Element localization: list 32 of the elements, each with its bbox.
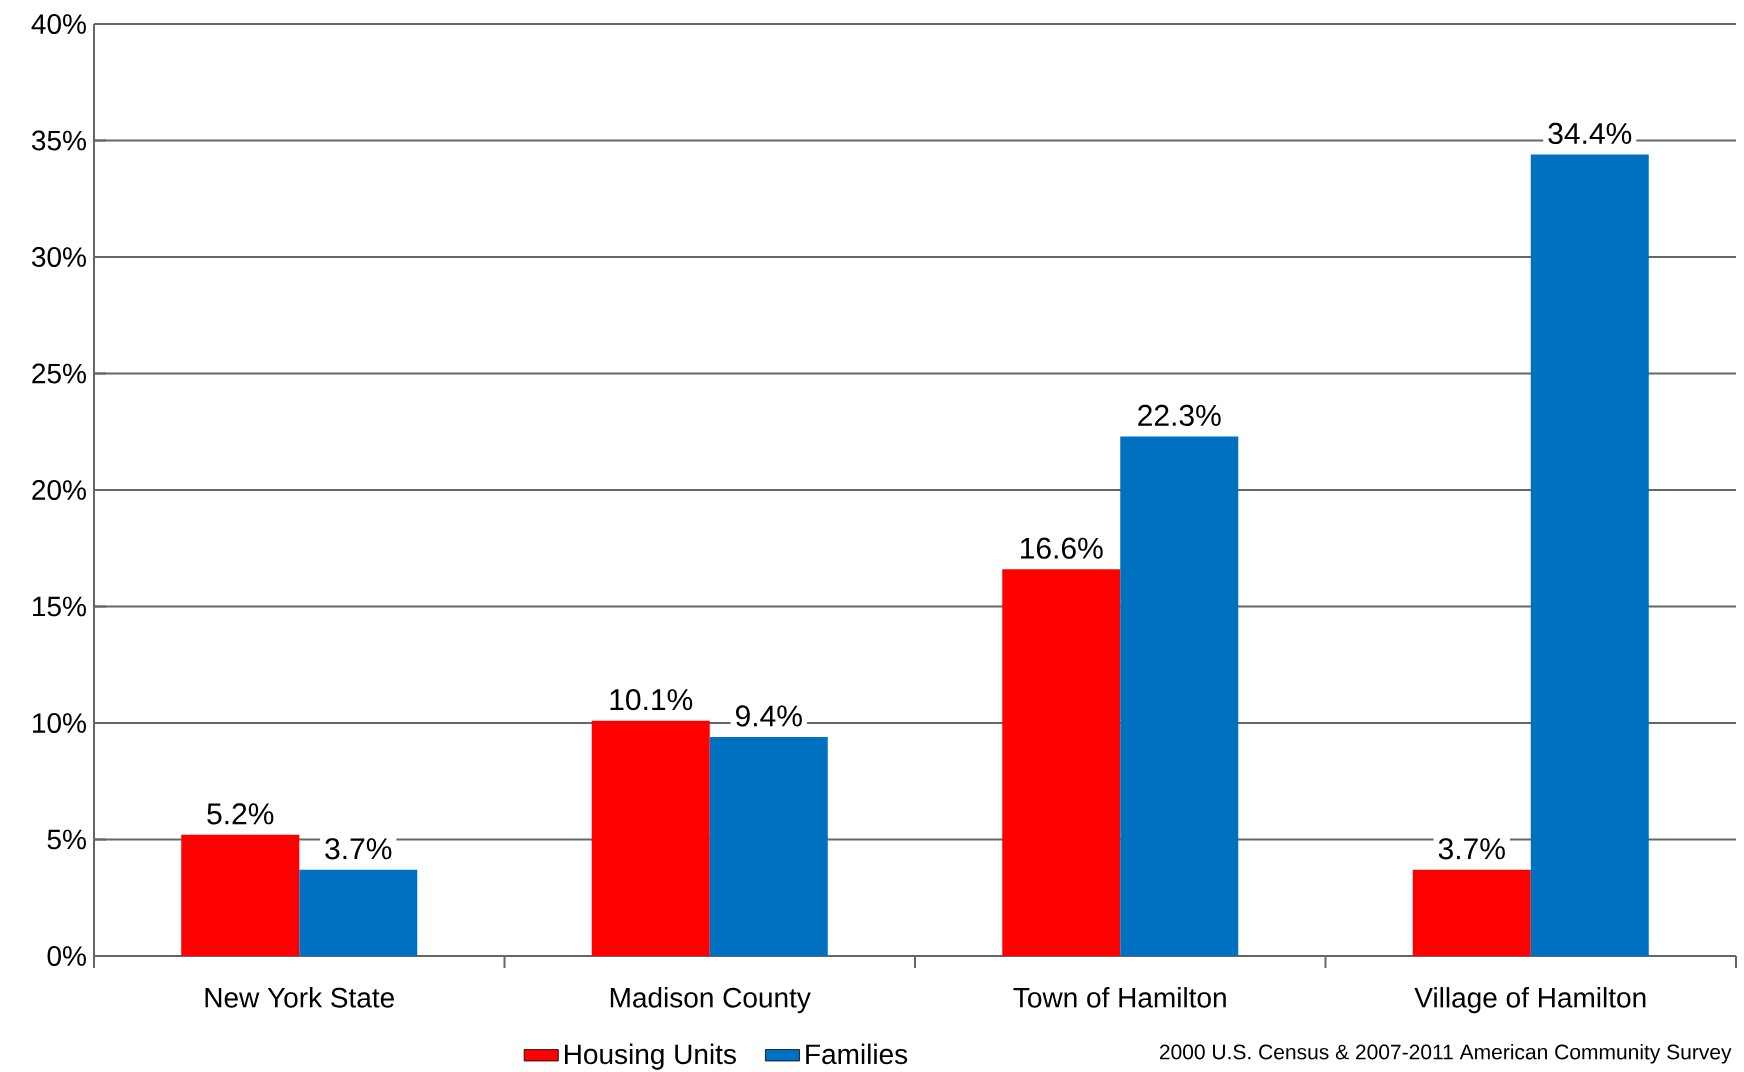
data-label: 22.3% (1138, 404, 1221, 426)
y-tick-label: 15% (33, 596, 86, 617)
y-tick-label: 40% (31, 14, 86, 34)
y-tick-label: 30% (31, 247, 86, 267)
x-tick-label: New York State (205, 987, 394, 1008)
bar (181, 834, 300, 956)
legend-label: Families (806, 1043, 908, 1065)
data-label: 34.4% (1548, 122, 1632, 145)
legend-label: Housing Units (564, 1043, 736, 1070)
y-tick-label: 20% (32, 480, 86, 500)
bar (1530, 154, 1649, 956)
y-tick-label: 5% (47, 829, 86, 850)
y-tick-label: 35% (31, 130, 86, 151)
x-tick-label: Madison County (610, 987, 811, 1014)
y-tick-label: 25% (32, 363, 86, 384)
data-label: 9.4% (735, 705, 802, 727)
x-tick-label: Village of Hamilton (1414, 987, 1646, 1014)
data-label: 5.2% (207, 803, 274, 825)
bar (1002, 569, 1121, 956)
bar (591, 720, 710, 956)
data-label: 16.6% (1021, 537, 1103, 559)
y-tick-label: 0% (47, 946, 86, 966)
y-tick-label: 10% (33, 713, 86, 733)
text: 2000 U.S. Census & 2007-2011 American Community Survey (1159, 1044, 1732, 1064)
data-label: 3.7% (1438, 838, 1505, 860)
bar (1120, 436, 1239, 956)
x-tick-label: Town of Hamilton (1013, 987, 1226, 1008)
data-label: 10.1% (610, 689, 693, 711)
bar (709, 736, 828, 956)
bar (1412, 869, 1531, 956)
data-label: 3.7% (325, 838, 392, 860)
bar (299, 869, 418, 956)
